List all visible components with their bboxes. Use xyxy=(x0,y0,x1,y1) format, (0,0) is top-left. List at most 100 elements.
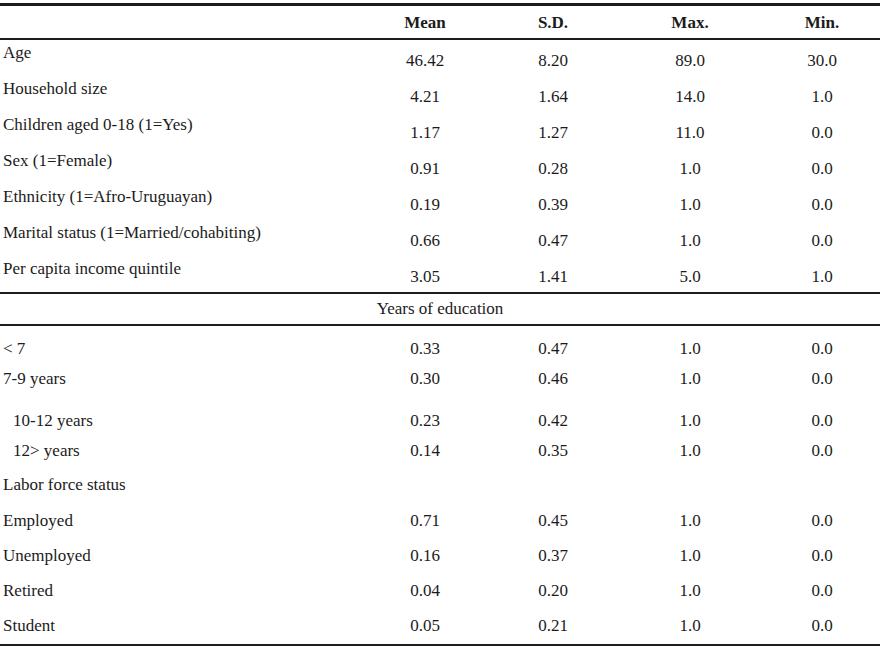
table-row: Retired0.040.201.00.0 xyxy=(0,574,880,609)
cell-sd: 1.64 xyxy=(490,76,616,107)
row-label: Labor force status xyxy=(0,475,360,495)
cell-min: 1.0 xyxy=(764,76,880,107)
cell-max: 1.0 xyxy=(616,511,764,531)
row-label: Marital status (1=Married/cohabiting) xyxy=(0,220,360,243)
cell-mean: 0.23 xyxy=(360,411,490,431)
table-row: Per capita income quintile3.051.415.01.0 xyxy=(0,256,880,292)
cell-min: 0.0 xyxy=(764,546,880,566)
cell-min: 0.0 xyxy=(764,616,880,636)
cell-min: 30.0 xyxy=(764,40,880,71)
table-row: Student0.050.211.00.0 xyxy=(0,609,880,644)
cell-sd: 0.45 xyxy=(490,511,616,531)
cell-max: 1.0 xyxy=(616,411,764,431)
cell-max: 1.0 xyxy=(616,441,764,461)
cell-sd: 1.27 xyxy=(490,112,616,143)
cell-min: 0.0 xyxy=(764,184,880,215)
row-label: Student xyxy=(0,616,360,636)
row-label: Per capita income quintile xyxy=(0,256,360,279)
table-bottom-rule xyxy=(0,644,880,647)
cell-min: 0.0 xyxy=(764,339,880,359)
cell-sd: 0.47 xyxy=(490,339,616,359)
row-label: 12> years xyxy=(0,441,360,461)
cell-max: 1.0 xyxy=(616,184,764,215)
table-row: Sex (1=Female)0.910.281.00.0 xyxy=(0,148,880,184)
table-row: Marital status (1=Married/cohabiting)0.6… xyxy=(0,220,880,256)
cell-sd: 0.39 xyxy=(490,184,616,215)
cell-sd: 0.20 xyxy=(490,581,616,601)
column-header-min: Min. xyxy=(764,13,880,33)
summary-statistics-table: Mean S.D. Max. Min. Age46.428.2089.030.0… xyxy=(0,0,880,646)
cell-max: 14.0 xyxy=(616,76,764,107)
table-row: 10-12 years0.230.421.00.0 xyxy=(0,406,880,436)
column-header-sd: S.D. xyxy=(490,13,616,33)
table-row: Household size4.211.6414.01.0 xyxy=(0,76,880,112)
row-label: 10-12 years xyxy=(0,411,360,431)
column-header-max: Max. xyxy=(616,13,764,33)
cell-max: 1.0 xyxy=(616,148,764,179)
table-row: 7-9 years0.300.461.00.0 xyxy=(0,364,880,394)
table-body: Age46.428.2089.030.0Household size4.211.… xyxy=(0,40,880,644)
cell-min: 0.0 xyxy=(764,581,880,601)
cell-mean: 4.21 xyxy=(360,76,490,107)
cell-sd: 0.37 xyxy=(490,546,616,566)
table-row: Children aged 0-18 (1=Yes)1.171.2711.00.… xyxy=(0,112,880,148)
cell-max: 1.0 xyxy=(616,220,764,251)
cell-min: 0.0 xyxy=(764,220,880,251)
cell-max: 1.0 xyxy=(616,369,764,389)
cell-mean: 0.04 xyxy=(360,581,490,601)
row-label: 7-9 years xyxy=(0,369,360,389)
cell-max: 1.0 xyxy=(616,339,764,359)
cell-min: 0.0 xyxy=(764,511,880,531)
cell-max: 11.0 xyxy=(616,112,764,143)
cell-max: 5.0 xyxy=(616,256,764,287)
row-label: < 7 xyxy=(0,339,360,359)
row-label: Unemployed xyxy=(0,546,360,566)
cell-mean: 0.66 xyxy=(360,220,490,251)
cell-min: 0.0 xyxy=(764,369,880,389)
cell-max: 89.0 xyxy=(616,40,764,71)
cell-sd: 1.41 xyxy=(490,256,616,287)
cell-sd: 0.28 xyxy=(490,148,616,179)
cell-sd: 0.42 xyxy=(490,411,616,431)
cell-sd: 0.47 xyxy=(490,220,616,251)
section-header-years-of-education: Years of education xyxy=(0,294,880,324)
cell-mean: 0.71 xyxy=(360,511,490,531)
cell-max: 1.0 xyxy=(616,546,764,566)
row-label: Sex (1=Female) xyxy=(0,148,360,171)
cell-mean: 0.19 xyxy=(360,184,490,215)
cell-mean: 3.05 xyxy=(360,256,490,287)
cell-mean: 0.33 xyxy=(360,339,490,359)
table-row: Employed0.710.451.00.0 xyxy=(0,504,880,539)
cell-sd: 0.21 xyxy=(490,616,616,636)
table-row: 12> years0.140.351.00.0 xyxy=(0,436,880,466)
row-label: Employed xyxy=(0,511,360,531)
cell-min: 1.0 xyxy=(764,256,880,287)
row-label: Ethnicity (1=Afro-Uruguayan) xyxy=(0,184,360,207)
table-row: < 70.330.471.00.0 xyxy=(0,334,880,364)
row-label: Retired xyxy=(0,581,360,601)
row-label: Children aged 0-18 (1=Yes) xyxy=(0,112,360,135)
table-row: Unemployed0.160.371.00.0 xyxy=(0,539,880,574)
cell-min: 0.0 xyxy=(764,411,880,431)
cell-mean: 0.16 xyxy=(360,546,490,566)
cell-mean: 0.30 xyxy=(360,369,490,389)
cell-sd: 0.46 xyxy=(490,369,616,389)
cell-sd: 0.35 xyxy=(490,441,616,461)
cell-min: 0.0 xyxy=(764,112,880,143)
cell-max: 1.0 xyxy=(616,616,764,636)
column-header-mean: Mean xyxy=(360,13,490,33)
table-row: Ethnicity (1=Afro-Uruguayan)0.190.391.00… xyxy=(0,184,880,220)
table-header-row: Mean S.D. Max. Min. xyxy=(0,6,880,38)
cell-mean: 46.42 xyxy=(360,40,490,71)
cell-mean: 0.14 xyxy=(360,441,490,461)
row-label: Age xyxy=(0,40,360,63)
cell-sd: 8.20 xyxy=(490,40,616,71)
row-label: Household size xyxy=(0,76,360,99)
cell-mean: 1.17 xyxy=(360,112,490,143)
table-row: Age46.428.2089.030.0 xyxy=(0,40,880,76)
section-header-labor-force-status: Labor force status xyxy=(0,466,880,504)
cell-min: 0.0 xyxy=(764,441,880,461)
cell-max: 1.0 xyxy=(616,581,764,601)
cell-mean: 0.05 xyxy=(360,616,490,636)
cell-mean: 0.91 xyxy=(360,148,490,179)
